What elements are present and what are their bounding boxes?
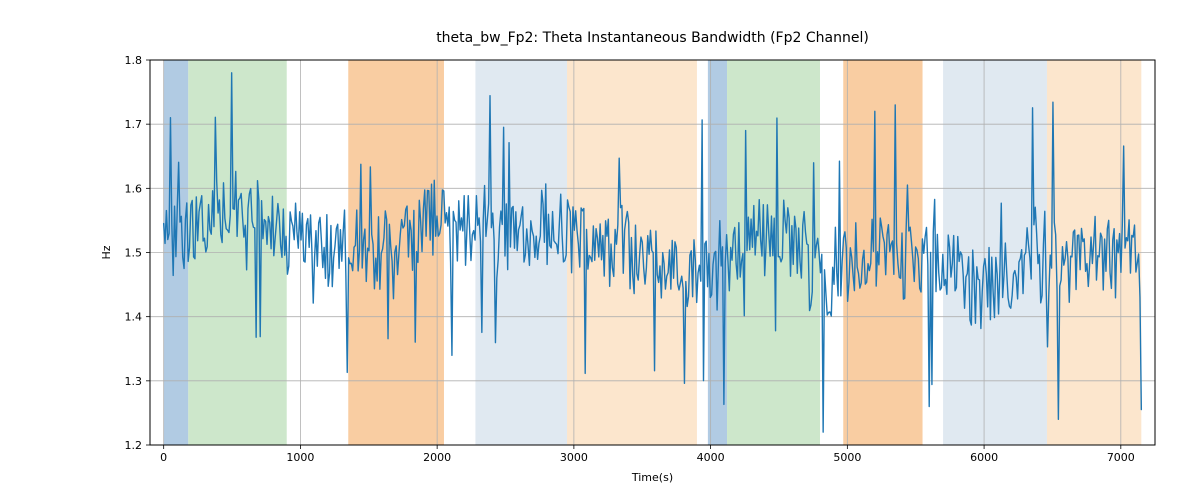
- x-tick-label: 5000: [833, 451, 861, 464]
- x-tick-label: 2000: [423, 451, 451, 464]
- y-tick-label: 1.4: [125, 311, 143, 324]
- x-tick-label: 3000: [560, 451, 588, 464]
- y-tick-label: 1.8: [125, 54, 143, 67]
- x-axis-label: Time(s): [631, 471, 673, 484]
- y-tick-label: 1.5: [125, 247, 143, 260]
- x-tick-label: 0: [160, 451, 167, 464]
- x-tick-label: 4000: [697, 451, 725, 464]
- chart-container: 0 1000 2000 3000 4000 5000 6000 7000 1.2 1.3 1.4 1.…: [0, 0, 1200, 500]
- x-tick-label: 6000: [970, 451, 998, 464]
- y-tick-label: 1.3: [125, 375, 143, 388]
- x-tick-label: 1000: [286, 451, 314, 464]
- line-chart: 0 1000 2000 3000 4000 5000 6000 7000 1.2 1.3 1.4 1.…: [0, 0, 1200, 500]
- chart-title: theta_bw_Fp2: Theta Instantaneous Bandwi…: [436, 30, 869, 46]
- y-axis-label: Hz: [100, 245, 113, 259]
- x-tick-label: 7000: [1107, 451, 1135, 464]
- y-tick-label: 1.6: [125, 182, 143, 195]
- y-tick-label: 1.7: [125, 118, 143, 131]
- y-tick-label: 1.2: [125, 439, 143, 452]
